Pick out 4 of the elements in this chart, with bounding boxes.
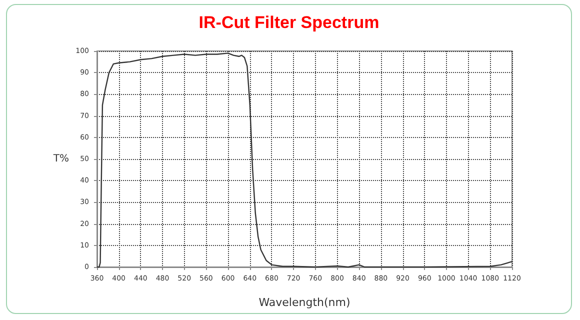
y-axis-title: T% bbox=[52, 154, 69, 164]
x-axis-title: Wavelength(nm) bbox=[258, 296, 350, 309]
line-series bbox=[96, 52, 513, 268]
chart-title: IR-Cut Filter Spectrum bbox=[198, 13, 380, 32]
